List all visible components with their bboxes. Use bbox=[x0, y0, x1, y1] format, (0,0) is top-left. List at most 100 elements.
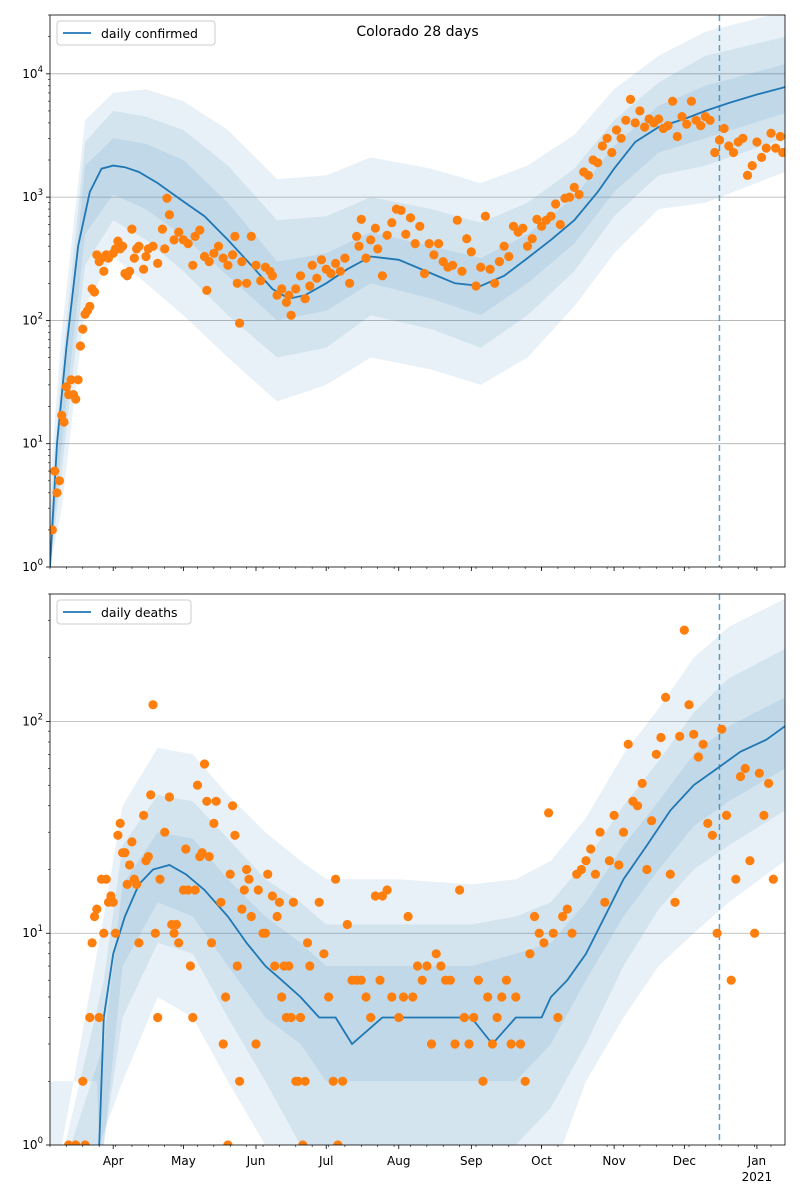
data-point bbox=[562, 904, 572, 914]
data-point bbox=[295, 1012, 306, 1023]
data-point bbox=[132, 879, 142, 890]
data-point bbox=[520, 1076, 530, 1086]
data-point bbox=[340, 253, 350, 263]
data-point bbox=[693, 752, 704, 762]
data-point bbox=[113, 830, 123, 840]
data-point bbox=[216, 897, 226, 907]
data-point bbox=[518, 223, 528, 233]
data-point bbox=[101, 874, 111, 884]
data-point bbox=[382, 230, 392, 240]
data-point bbox=[293, 1076, 303, 1086]
data-point bbox=[403, 911, 413, 922]
data-point bbox=[146, 790, 156, 800]
data-point bbox=[230, 231, 240, 241]
data-point bbox=[221, 992, 231, 1002]
x-tick-sublabel: 2021 bbox=[742, 1170, 773, 1184]
data-point bbox=[87, 938, 97, 948]
data-point bbox=[75, 341, 85, 351]
data-point bbox=[50, 466, 60, 476]
data-point bbox=[370, 223, 380, 233]
data-point bbox=[361, 992, 371, 1002]
data-point bbox=[284, 290, 294, 300]
data-point bbox=[225, 869, 235, 879]
data-point bbox=[724, 141, 734, 151]
data-point bbox=[387, 218, 397, 228]
legend-box bbox=[56, 20, 216, 46]
data-point bbox=[398, 992, 409, 1002]
data-point bbox=[625, 94, 636, 104]
data-point bbox=[604, 856, 615, 866]
data-point bbox=[546, 211, 556, 221]
data-point bbox=[235, 1076, 245, 1086]
data-point bbox=[504, 251, 514, 262]
data-point bbox=[267, 271, 277, 281]
data-point bbox=[721, 810, 732, 821]
data-point bbox=[242, 864, 252, 875]
data-point bbox=[352, 231, 362, 241]
data-point bbox=[356, 214, 366, 224]
data-point bbox=[338, 1076, 348, 1086]
data-point bbox=[185, 961, 195, 971]
data-point bbox=[670, 897, 680, 907]
data-point bbox=[459, 1012, 469, 1023]
data-point bbox=[466, 247, 476, 257]
data-point bbox=[436, 961, 446, 971]
data-point bbox=[471, 281, 481, 291]
data-point bbox=[614, 860, 624, 870]
data-point bbox=[115, 818, 125, 829]
data-point bbox=[586, 844, 596, 854]
y-tick-label: 102 bbox=[22, 311, 43, 327]
data-point bbox=[246, 231, 256, 241]
fit-line bbox=[98, 725, 785, 1145]
data-point bbox=[291, 284, 301, 294]
data-point bbox=[134, 938, 144, 948]
data-point bbox=[677, 112, 687, 122]
data-point bbox=[319, 949, 329, 959]
data-point bbox=[574, 189, 584, 200]
y-tick-label: 101 bbox=[22, 435, 43, 451]
deaths-panel: 100 101 102 Apr May Jun Jul Aug Sep Oct Nov Dec Jan 2… bbox=[22, 593, 786, 1184]
x-tick-label: Jun bbox=[246, 1154, 266, 1168]
data-point bbox=[434, 239, 444, 249]
data-point bbox=[698, 739, 708, 749]
data-point bbox=[630, 118, 640, 128]
legend-label: daily deaths bbox=[101, 605, 178, 620]
data-point bbox=[487, 1039, 497, 1049]
data-point bbox=[565, 192, 575, 202]
data-point bbox=[696, 121, 706, 131]
data-point bbox=[647, 816, 657, 826]
x-tick-label: Apr bbox=[103, 1154, 124, 1168]
data-point bbox=[742, 170, 753, 180]
data-point bbox=[370, 891, 380, 901]
data-point bbox=[600, 897, 610, 907]
data-point bbox=[284, 961, 294, 971]
x-tick-label: Aug bbox=[387, 1154, 410, 1168]
data-point bbox=[581, 856, 591, 866]
data-point bbox=[675, 731, 685, 742]
data-point bbox=[726, 975, 736, 985]
data-point bbox=[204, 852, 214, 862]
data-point bbox=[366, 1012, 376, 1023]
data-point bbox=[558, 911, 568, 922]
data-point bbox=[232, 278, 242, 288]
data-point bbox=[478, 1076, 488, 1086]
data-point bbox=[202, 796, 212, 806]
data-point bbox=[356, 975, 366, 985]
data-point bbox=[490, 278, 500, 288]
data-point bbox=[448, 260, 458, 270]
data-point bbox=[455, 885, 465, 895]
x-tick-label: May bbox=[171, 1154, 196, 1168]
data-point bbox=[326, 268, 336, 279]
data-point bbox=[71, 1140, 81, 1145]
data-point bbox=[747, 161, 757, 171]
data-point bbox=[593, 158, 603, 168]
data-point bbox=[377, 271, 387, 281]
data-point bbox=[555, 219, 565, 230]
confirmed-panel: 100 101 102 103 104 Colorado 28 days daily con… bbox=[22, 14, 786, 574]
uncertainty-band-p02-p98 bbox=[50, 598, 785, 1145]
data-point bbox=[532, 214, 542, 224]
data-point bbox=[78, 324, 88, 334]
data-point bbox=[183, 239, 193, 249]
data-point bbox=[181, 844, 191, 854]
